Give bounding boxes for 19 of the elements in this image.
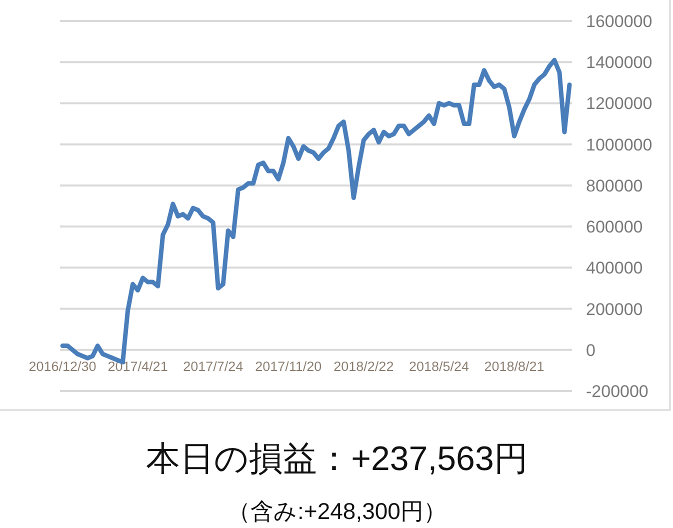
x-tick-label: 2017/7/24 <box>183 359 244 374</box>
text: （含み:+248,300円） <box>228 498 446 524</box>
x-tick-label: 2017/11/20 <box>255 359 322 374</box>
text: 本日の損益：+237,563円 <box>146 440 528 478</box>
y-tick-label: 1200000 <box>586 94 652 114</box>
y-tick-label: 800000 <box>586 176 643 196</box>
y-tick-label: 0 <box>586 340 596 360</box>
y-tick-label: 400000 <box>586 258 643 278</box>
x-tick-label: 2016/12/30 <box>28 359 96 374</box>
y-tick-label: 1000000 <box>586 135 652 154</box>
x-tick-label: 2018/5/24 <box>408 359 470 374</box>
y-tick-label: 1400000 <box>586 53 652 72</box>
x-tick-label: 2018/8/21 <box>484 359 544 374</box>
x-tick-label: 2017/4/21 <box>108 359 168 374</box>
y-tick-label: 1600000 <box>586 12 652 31</box>
y-tick-label: 200000 <box>586 300 643 319</box>
y-tick-label: -200000 <box>586 382 648 401</box>
y-tick-label: 600000 <box>586 218 643 237</box>
x-tick-label: 2018/2/22 <box>334 359 394 374</box>
